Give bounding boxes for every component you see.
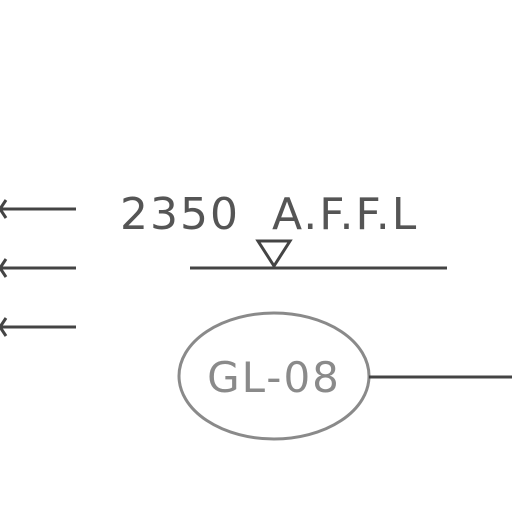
level-marker-triangle-icon — [255, 239, 293, 269]
leader-arrow-middle — [0, 258, 76, 278]
leader-arrow-top — [0, 199, 76, 219]
tag-label: GL-08 — [207, 353, 341, 402]
leader-arrow-bottom — [0, 317, 76, 337]
level-annotation-text: 2350 A.F.F.L — [120, 189, 418, 240]
